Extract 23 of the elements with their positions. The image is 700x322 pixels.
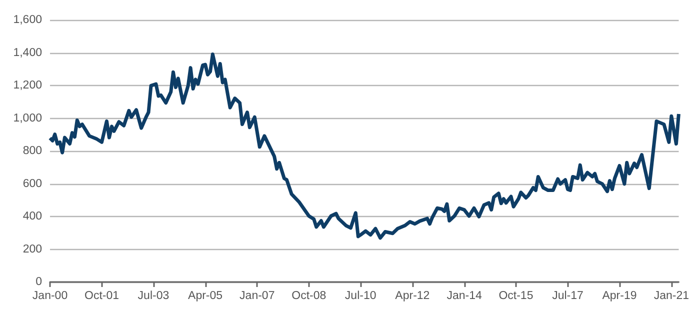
y-tick-label: 200 — [22, 243, 42, 256]
y-tick-label: 1,600 — [13, 14, 42, 26]
line-series — [48, 52, 680, 240]
y-tick-label: 600 — [22, 178, 42, 190]
x-tick-label: Jan-14 — [446, 290, 482, 302]
x-tick-label: Oct-01 — [84, 290, 120, 302]
y-tick-label: 0 — [36, 276, 42, 288]
x-tick-label: Oct-15 — [498, 290, 534, 302]
x-tick-label: Oct-08 — [292, 290, 326, 302]
y-tick-label: 1,000 — [13, 112, 42, 124]
y-tick-label: 400 — [22, 210, 42, 222]
y-tick-label: 1,200 — [13, 80, 42, 92]
x-tick-label: Jul-10 — [344, 290, 376, 302]
x-tick-label: Jan-21 — [654, 290, 690, 302]
x-tick-label: Apr-19 — [602, 290, 637, 302]
x-tick-label: Jan-07 — [240, 290, 275, 302]
y-tick-label: 1,400 — [13, 46, 42, 59]
x-tick-label: Apr-12 — [395, 290, 430, 302]
x-tick-label: Jul-03 — [138, 290, 170, 302]
x-tick-label: Jan-00 — [32, 290, 68, 302]
x-tick-label: Apr-05 — [188, 290, 223, 302]
y-tick-label: 800 — [22, 145, 42, 157]
x-tick-label: Jul-17 — [552, 290, 584, 302]
